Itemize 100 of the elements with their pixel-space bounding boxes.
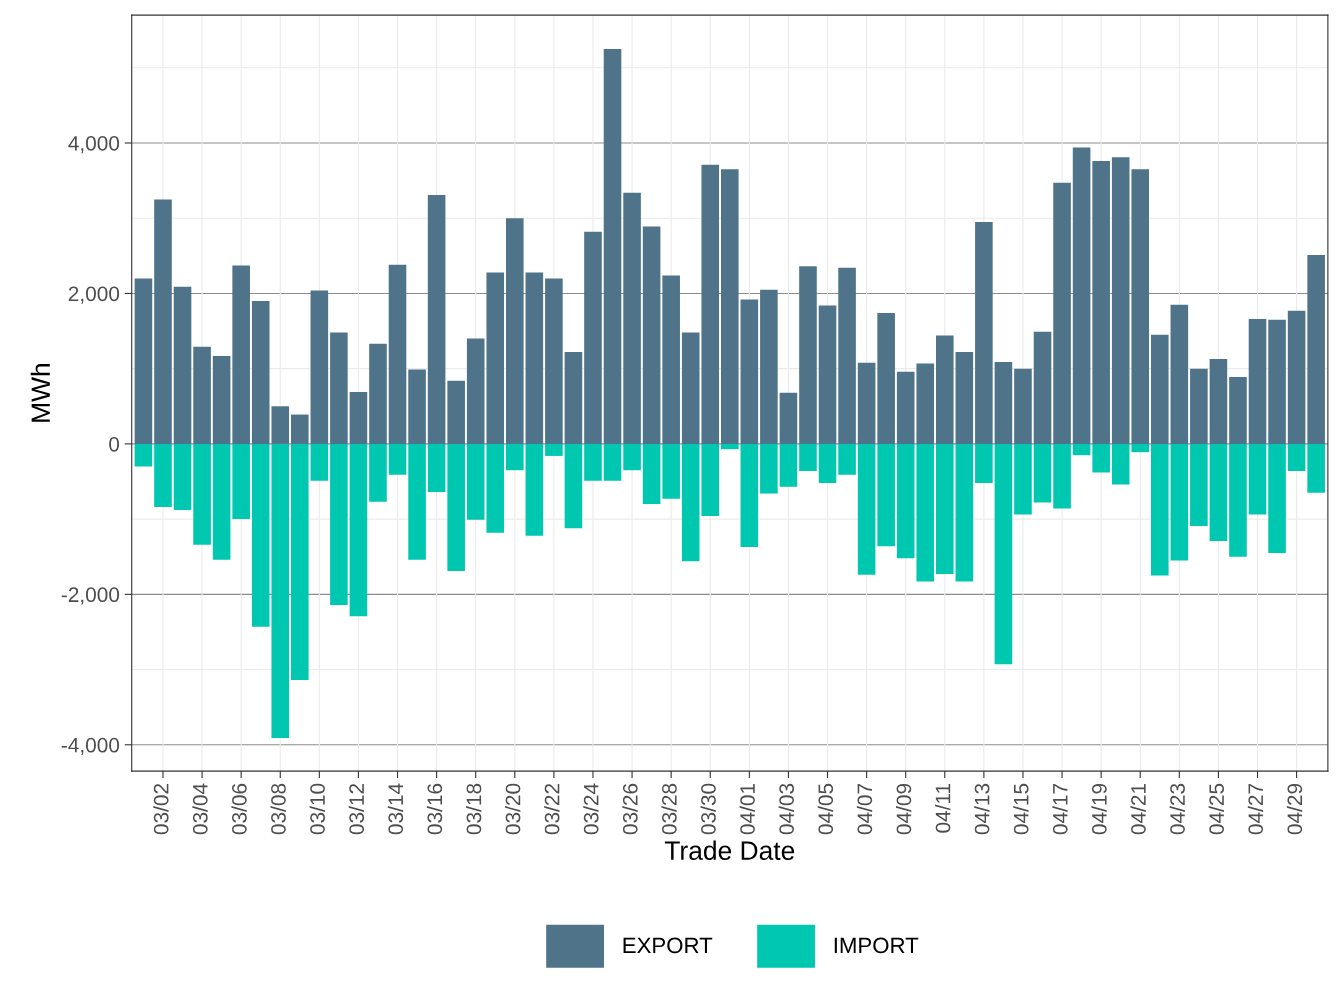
x-tick-label: 03/08 [270,783,286,835]
bar [506,218,524,444]
bar [642,226,661,444]
x-tick-label: 04/19 [1091,783,1107,835]
bar [291,443,309,681]
bar [877,443,895,547]
bar [545,278,563,444]
x-tick-label: 04/11 [935,783,951,833]
bar [760,289,778,444]
bar [975,443,993,484]
x-tick-label: 03/24 [583,783,599,835]
x-tick-label: 04/13 [974,783,990,835]
bar [1307,443,1325,493]
x-tick-label: 03/04 [192,783,208,835]
bar [975,221,993,444]
bar [232,443,250,520]
x-tick-label: 04/27 [1247,783,1264,835]
bar [408,443,426,560]
legend-label: IMPORT [834,937,919,954]
bar [603,443,622,481]
y-axis-title: MWh [30,364,50,422]
bar [916,443,935,582]
bar [623,443,641,471]
bar [173,443,192,511]
x-tick-label: 04/25 [1208,783,1225,835]
bar [212,443,231,560]
x-tick-label: 03/14 [387,783,404,835]
bar [955,352,974,444]
bar [525,443,544,536]
bar [838,267,856,444]
bar [779,443,798,487]
bar [642,443,661,505]
bar [721,443,739,450]
y-tick-label: 4,000 [68,136,120,154]
bar [994,443,1013,665]
bar [1053,182,1071,444]
x-tick-label: 04/03 [778,783,795,835]
bar [525,272,544,444]
bar [447,380,465,444]
bar [1229,443,1247,557]
bar [1170,304,1189,444]
bar [799,443,817,471]
bar [369,343,387,444]
bar [877,313,895,444]
bar [1150,334,1169,444]
x-tick-label: 04/05 [817,783,834,835]
bar [818,305,837,444]
bar [681,332,700,444]
bar [408,369,426,444]
x-tick-label: 03/18 [466,783,482,835]
bar [935,443,954,575]
x-tick-label: 04/15 [1013,783,1029,835]
bar [212,355,231,444]
bar [1131,169,1150,444]
y-tick-label: -2,000 [61,587,120,605]
bar [623,192,641,444]
bar [427,443,446,493]
bar [740,299,759,444]
bar [1287,443,1306,471]
bar [681,443,700,562]
bar [193,346,211,444]
x-tick-label: 03/26 [622,783,638,835]
bar [818,443,837,484]
bar [799,266,817,444]
bar [1014,368,1032,444]
x-tick-label: 04/21 [1130,783,1146,835]
bar [564,352,583,444]
bar [349,443,368,617]
bar [721,169,739,444]
bar [1287,310,1306,444]
x-tick-label: 04/17 [1052,783,1068,835]
bar [310,290,329,444]
bar [388,443,407,475]
x-tick-label: 04/09 [895,783,912,835]
bar [1229,376,1247,444]
bar [1209,358,1228,444]
bar [740,443,759,547]
bar [1033,331,1052,444]
bar [955,443,974,582]
bar [545,443,563,456]
bar [173,286,192,444]
bar [603,48,622,444]
bar [896,371,915,444]
bar [838,443,856,475]
bar [369,443,387,502]
bar [388,264,407,444]
bar [584,231,602,444]
bar [1014,443,1032,515]
bar [662,443,680,499]
x-tick-label: 03/02 [153,783,169,835]
bar [1248,319,1267,444]
bar [1111,443,1130,485]
bar [701,164,720,444]
x-tick-label: 04/29 [1286,783,1303,835]
bar [330,332,348,444]
bar [994,361,1013,444]
bar [1131,443,1150,453]
bar [1307,255,1325,444]
bar [662,275,680,444]
bar [935,335,954,444]
